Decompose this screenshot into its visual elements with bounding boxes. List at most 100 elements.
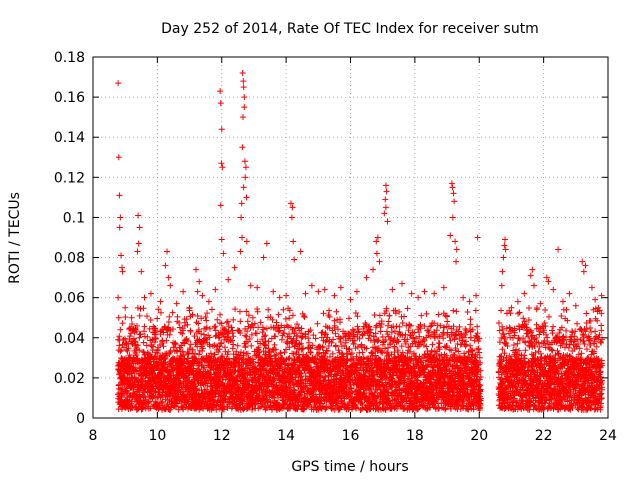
data-point [254,306,261,313]
data-point [299,345,306,352]
data-point [173,347,180,354]
data-point [151,354,158,361]
data-point [244,318,251,325]
data-point [165,318,172,325]
data-point [126,333,133,340]
data-point [354,323,361,330]
data-point [154,315,161,322]
data-point [133,328,140,335]
data-point [392,354,399,361]
data-point [379,333,386,340]
data-point [165,324,172,331]
data-point [444,318,451,325]
data-point [208,306,215,313]
data-point [447,337,454,344]
data-point [155,306,162,313]
data-point [125,345,132,352]
data-point [124,348,131,355]
data-point [333,308,340,315]
data-point [139,404,146,411]
data-point [242,344,249,351]
data-point [146,325,153,332]
data-point [134,304,141,311]
data-point [159,398,166,405]
data-point [136,347,143,354]
data-point [152,325,159,332]
data-point [404,305,411,312]
data-point [423,310,430,317]
data-point [224,318,231,325]
data-point [133,351,140,358]
data-point [271,352,278,359]
data-point [130,335,137,342]
data-point [385,318,392,325]
data-point [396,323,403,330]
data-point [160,329,167,336]
data-point [120,336,127,343]
data-point [399,319,406,326]
data-point [174,313,181,320]
data-point [347,351,354,358]
data-point [137,331,144,338]
data-point [435,311,442,318]
data-point [158,399,165,406]
data-point [162,359,169,366]
data-point [150,393,157,400]
data-point [134,355,141,362]
data-point [305,335,312,342]
data-point [228,324,235,331]
data-point [159,352,166,359]
data-point [166,349,173,356]
data-point [136,389,143,396]
data-point [331,317,338,324]
data-point [453,308,460,315]
data-point [217,311,224,318]
data-point [289,312,296,319]
data-point [166,313,173,320]
data-point [147,317,154,324]
data-point [285,323,292,330]
data-point [132,364,139,371]
data-point [163,337,170,344]
data-point [326,307,333,314]
data-point [275,311,282,318]
data-point [371,312,378,319]
data-point [262,332,269,339]
data-point [152,335,159,342]
data-point [329,350,336,357]
data-point [122,339,129,346]
data-point [128,320,135,327]
data-point [150,343,157,350]
data-point [140,305,147,312]
data-point [203,317,210,324]
data-point [243,308,250,315]
data-point [152,388,159,395]
data-point [314,320,321,327]
data-point [144,333,151,340]
data-point [115,381,122,388]
data-point [142,394,149,401]
data-point [157,309,164,316]
data-point [234,342,241,349]
data-point [126,352,133,359]
data-point [116,342,123,349]
data-point [345,315,352,322]
data-point [281,349,288,356]
data-point [187,328,194,335]
data-point [126,359,133,366]
data-point [119,320,126,327]
data-point [147,405,154,412]
data-point [254,308,261,315]
data-point [146,398,152,405]
data-point [140,339,147,346]
data-point [169,309,176,316]
data-point [456,323,463,330]
data-point [237,318,244,325]
data-point [229,345,236,352]
data-point [134,342,141,349]
data-point [122,314,129,321]
data-point [436,340,443,347]
data-point [429,341,436,348]
data-point [253,330,260,337]
